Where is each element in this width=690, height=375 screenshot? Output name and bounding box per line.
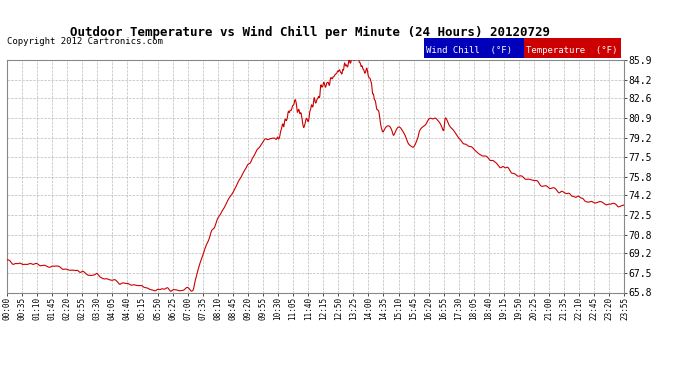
Text: Outdoor Temperature vs Wind Chill per Minute (24 Hours) 20120729: Outdoor Temperature vs Wind Chill per Mi…: [70, 26, 551, 39]
Text: Copyright 2012 Cartronics.com: Copyright 2012 Cartronics.com: [7, 37, 163, 46]
Text: Wind Chill  (°F): Wind Chill (°F): [426, 46, 513, 56]
Text: Temperature  (°F): Temperature (°F): [526, 46, 618, 56]
